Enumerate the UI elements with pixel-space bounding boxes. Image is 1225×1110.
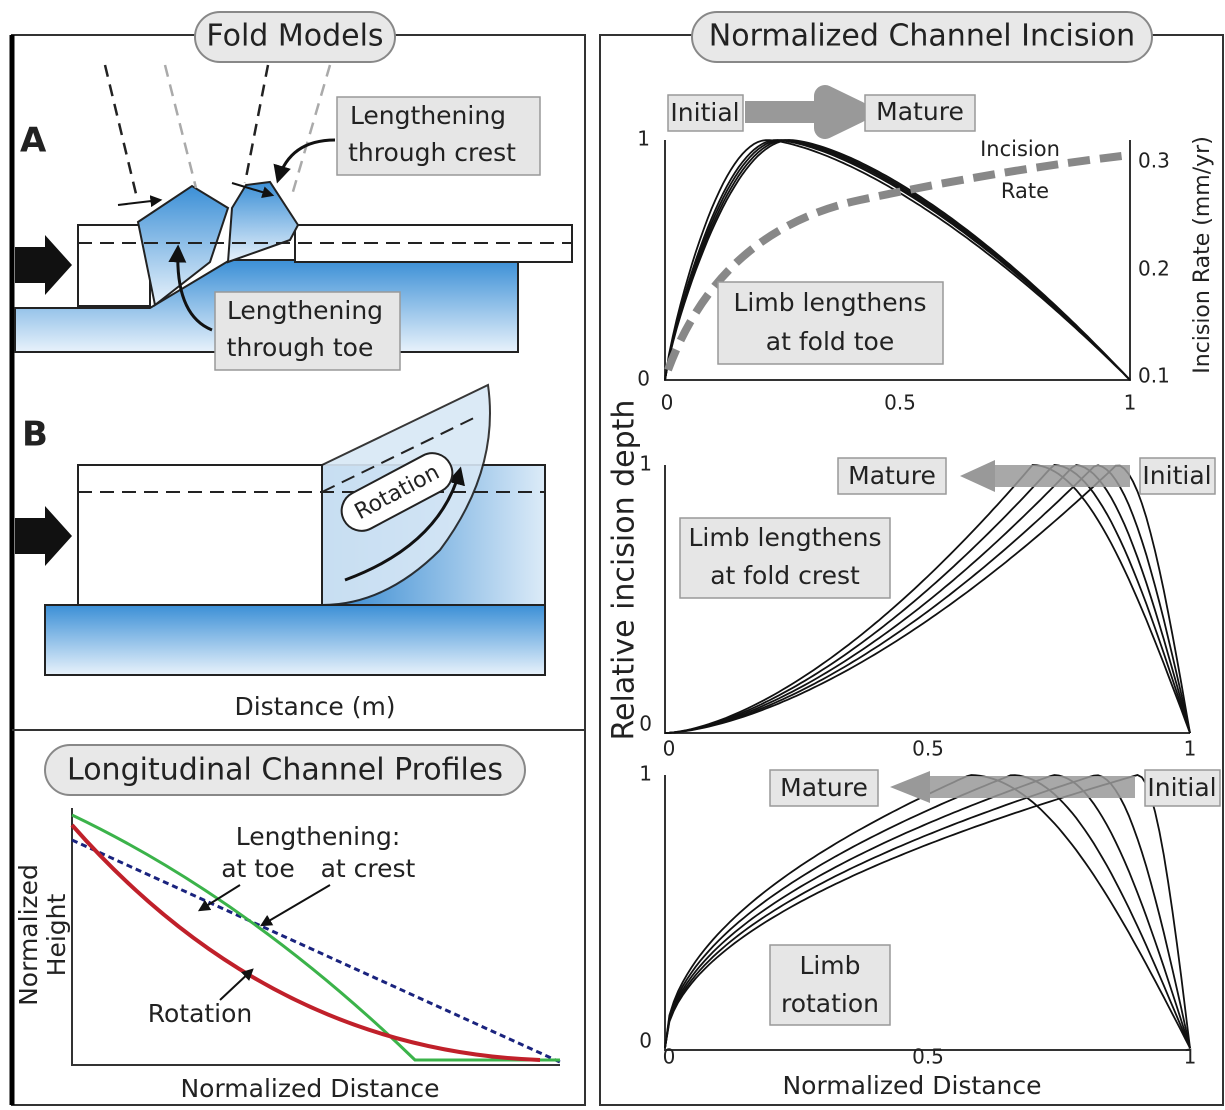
path-shape	[665, 775, 1190, 1048]
label: Limb lengthens	[734, 288, 927, 317]
label: Lengthening:	[236, 822, 401, 851]
label: 0	[639, 1029, 652, 1053]
label: Incision Rate (mm/yr)	[1190, 136, 1215, 374]
path-shape	[118, 200, 160, 205]
label: 0	[663, 737, 676, 761]
label: 1	[639, 452, 652, 476]
path-shape	[665, 465, 1190, 733]
line-shape	[245, 65, 268, 183]
label: Relative incision depth	[607, 400, 642, 741]
label: Limb lengthens	[689, 523, 882, 552]
label: Initial	[1147, 773, 1216, 802]
polygon-shape	[228, 182, 298, 262]
label: 0	[637, 367, 650, 391]
label: Mature	[780, 773, 868, 802]
figure: Fold Models Normalized Channel Incision …	[0, 0, 1225, 1110]
label: at toe	[221, 854, 295, 883]
path-shape	[262, 885, 330, 925]
label: Normalized Distance	[782, 1071, 1041, 1100]
label: Normalized Channel Incision	[709, 19, 1135, 54]
label: 1	[639, 762, 652, 786]
path-shape	[72, 825, 540, 1060]
path-shape	[72, 840, 560, 1062]
path-shape	[15, 235, 72, 295]
label: Mature	[876, 97, 964, 126]
path-shape	[665, 775, 1190, 1048]
label: through toe	[227, 333, 374, 362]
label: at fold toe	[766, 327, 894, 356]
label: 1	[1184, 1045, 1197, 1069]
label: 0.5	[912, 1045, 944, 1069]
body: {"fold_models":{"title":"Fold Models","l…	[0, 0, 1225, 1110]
page: body{margin:0;background:#fff;font-famil…	[0, 0, 1225, 1110]
path-shape	[665, 465, 1190, 733]
path-shape	[665, 775, 1190, 1048]
polyline-shape	[665, 775, 1190, 1050]
line-shape	[292, 65, 330, 195]
label: Initial	[670, 98, 739, 127]
path-shape	[278, 140, 335, 180]
path-shape	[665, 466, 1190, 733]
label: 0.5	[912, 737, 944, 761]
label: 0	[661, 391, 674, 415]
path-shape	[220, 970, 252, 1000]
label: Mature	[848, 461, 936, 490]
g-shape	[665, 775, 1190, 1048]
path-shape	[15, 506, 72, 566]
label: 0	[639, 712, 652, 736]
label: 1	[637, 127, 650, 151]
path-shape	[72, 815, 560, 1060]
path-shape	[665, 465, 1190, 733]
rect-shape	[78, 465, 322, 605]
label: 1	[1124, 391, 1137, 415]
label: 0	[663, 1045, 676, 1069]
path-shape	[960, 460, 995, 492]
label: 0.3	[1138, 149, 1170, 173]
label: A	[20, 121, 47, 161]
path-shape	[745, 96, 858, 128]
label: 0.5	[884, 391, 916, 415]
rect-shape	[45, 605, 545, 675]
label: 1	[1184, 737, 1197, 761]
label: Incision	[980, 137, 1060, 161]
label: 0.2	[1138, 257, 1170, 281]
g-shape	[665, 465, 1190, 733]
path-shape	[665, 775, 1190, 1048]
label: B	[22, 415, 48, 455]
label: Lengthening	[350, 101, 506, 130]
label: Normalized	[14, 864, 43, 1006]
label: at crest	[321, 854, 416, 883]
label: Rate	[1001, 179, 1049, 203]
label: Rotation	[148, 999, 253, 1028]
line-shape	[165, 65, 196, 188]
label: rotation	[781, 989, 879, 1018]
label: Fold Models	[206, 19, 383, 54]
label: Height	[42, 893, 71, 976]
label: 0.1	[1138, 364, 1170, 388]
label: Normalized Distance	[180, 1074, 439, 1103]
path-shape	[665, 465, 1190, 733]
label: through crest	[348, 138, 516, 167]
path-shape	[665, 775, 1190, 1048]
path-shape	[890, 771, 930, 803]
label: Distance (m)	[234, 692, 395, 721]
line-shape	[105, 65, 137, 198]
label: Initial	[1142, 461, 1211, 490]
rect-shape	[78, 225, 150, 306]
label: Lengthening	[227, 296, 383, 325]
polyline-shape	[665, 465, 1190, 733]
label: at fold crest	[710, 561, 860, 590]
label: Limb	[799, 951, 860, 980]
label: Longitudinal Channel Profiles	[67, 753, 503, 788]
